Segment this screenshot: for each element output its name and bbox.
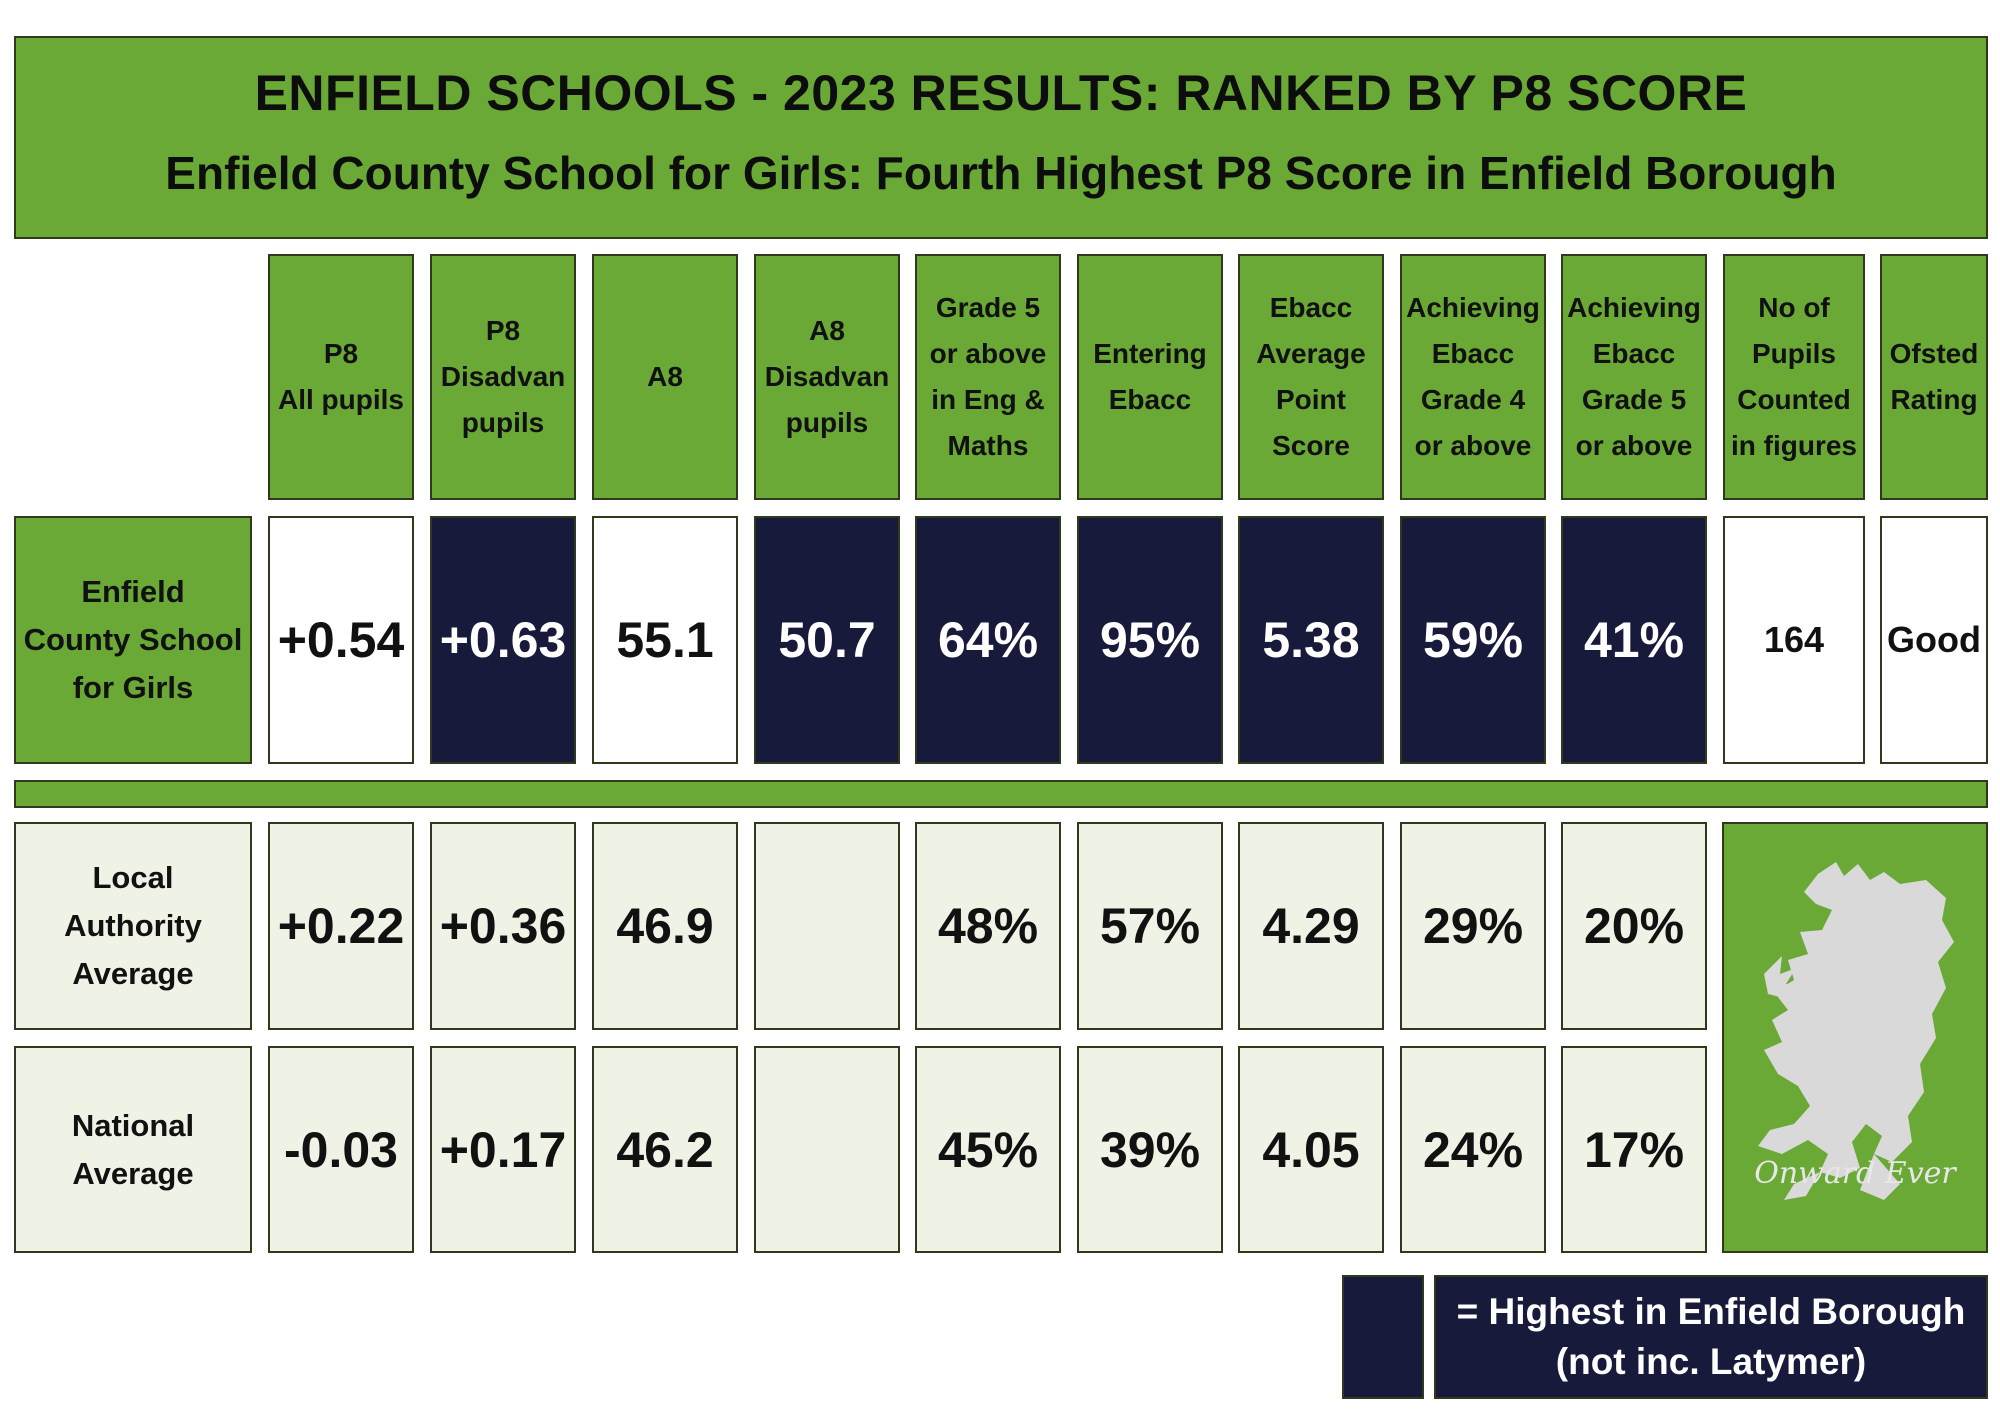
- national-average-value: 39%: [1099, 1121, 1201, 1178]
- national-average-value-cell: [754, 1046, 900, 1253]
- column-header: Achieving Ebacc Grade 4 or above: [1400, 254, 1546, 500]
- national-average-value: 24%: [1422, 1121, 1524, 1178]
- school-value-cell: 55.1: [592, 516, 738, 764]
- school-value: 5.38: [1262, 612, 1360, 668]
- column-header: Ofsted Rating: [1880, 254, 1988, 500]
- national-average-value: -0.03: [284, 1121, 398, 1178]
- row-label-text: Enfield County School for Girls: [23, 574, 243, 705]
- school-value-cell-highest: 5.38: [1238, 516, 1384, 764]
- row-label-la-average: Local Authority Average: [14, 822, 252, 1030]
- school-value-cell-highest: 50.7: [754, 516, 900, 764]
- school-value: 50.7: [778, 612, 876, 668]
- la-average-value: +0.22: [277, 898, 405, 954]
- national-average-value-cell: 46.2: [592, 1046, 738, 1253]
- school-value: 59%: [1422, 612, 1524, 668]
- school-value: 55.1: [616, 612, 714, 668]
- column-header-label: Entering Ebacc: [1093, 338, 1207, 415]
- school-value-cell-highest: 59%: [1400, 516, 1546, 764]
- griffin-crest-icon: [1758, 862, 1954, 1200]
- crest-motto: Onward Ever: [1754, 1156, 1956, 1191]
- la-average-value-cell: 4.29: [1238, 822, 1384, 1030]
- school-value-cell-highest: +0.63: [430, 516, 576, 764]
- column-header: Grade 5 or above in Eng & Maths: [915, 254, 1061, 500]
- row-label-national-average: National Average: [14, 1046, 252, 1253]
- column-header: P8 All pupils: [268, 254, 414, 500]
- column-header: P8 Disadvan pupils: [430, 254, 576, 500]
- la-average-value-cell: +0.36: [430, 822, 576, 1030]
- school-value-cell: Good: [1880, 516, 1988, 764]
- school-value: 64%: [937, 612, 1039, 668]
- school-value: 41%: [1583, 612, 1685, 668]
- national-average-value-cell: 45%: [915, 1046, 1061, 1253]
- national-average-value-cell: 24%: [1400, 1046, 1546, 1253]
- column-header: Entering Ebacc: [1077, 254, 1223, 500]
- column-header-label: P8 All pupils: [278, 338, 404, 415]
- national-average-value-cell: -0.03: [268, 1046, 414, 1253]
- national-average-value-cell: 39%: [1077, 1046, 1223, 1253]
- school-value: 164: [1763, 619, 1825, 660]
- la-average-value: 29%: [1422, 898, 1524, 954]
- national-average-value: 45%: [937, 1121, 1039, 1178]
- column-header: A8: [592, 254, 738, 500]
- legend-text: = Highest in Enfield Borough (not inc. L…: [1456, 1291, 1966, 1382]
- school-value: +0.54: [277, 612, 405, 668]
- legend-box: = Highest in Enfield Borough (not inc. L…: [1434, 1275, 1988, 1399]
- national-average-value: 17%: [1583, 1121, 1685, 1178]
- la-average-value: 4.29: [1262, 898, 1360, 954]
- national-average-value: 46.2: [616, 1121, 714, 1178]
- row-label-school: Enfield County School for Girls: [14, 516, 252, 764]
- la-average-value-cell: 20%: [1561, 822, 1707, 1030]
- column-header: A8 Disadvan pupils: [754, 254, 900, 500]
- la-average-value: 20%: [1583, 898, 1685, 954]
- column-header-label: A8: [647, 361, 683, 392]
- la-average-value-cell: 48%: [915, 822, 1061, 1030]
- school-value-cell: 164: [1723, 516, 1865, 764]
- divider-bar: [14, 780, 1988, 808]
- school-value: 95%: [1099, 612, 1201, 668]
- column-header-label: Ebacc Average Point Score: [1256, 292, 1366, 461]
- page-title: ENFIELD SCHOOLS - 2023 RESULTS: RANKED B…: [254, 65, 1748, 121]
- school-value-cell-highest: 95%: [1077, 516, 1223, 764]
- la-average-value-cell: 57%: [1077, 822, 1223, 1030]
- la-average-value-cell: +0.22: [268, 822, 414, 1030]
- row-label-text: National Average: [71, 1107, 195, 1191]
- national-average-value-cell: 4.05: [1238, 1046, 1384, 1253]
- crest-panel: Onward Ever: [1722, 822, 1988, 1253]
- column-header-label: A8 Disadvan pupils: [764, 315, 890, 438]
- la-average-value: 46.9: [616, 898, 714, 954]
- la-average-value-cell: 46.9: [592, 822, 738, 1030]
- la-average-value-cell: 29%: [1400, 822, 1546, 1030]
- column-header-label: Achieving Ebacc Grade 4 or above: [1406, 292, 1540, 461]
- national-average-value-cell: 17%: [1561, 1046, 1707, 1253]
- column-header: No of Pupils Counted in figures: [1723, 254, 1865, 500]
- legend-swatch: [1342, 1275, 1424, 1399]
- la-average-value-cell: [754, 822, 900, 1030]
- school-value: +0.63: [439, 612, 567, 668]
- school-value-cell-highest: 41%: [1561, 516, 1707, 764]
- school-value: Good: [1887, 619, 1981, 660]
- row-label-text: Local Authority Average: [64, 860, 202, 991]
- column-header: Ebacc Average Point Score: [1238, 254, 1384, 500]
- column-header-label: Achieving Ebacc Grade 5 or above: [1567, 292, 1701, 461]
- page-subtitle: Enfield County School for Girls: Fourth …: [165, 147, 1837, 199]
- la-average-value: 48%: [937, 898, 1039, 954]
- column-header-label: No of Pupils Counted in figures: [1730, 292, 1857, 461]
- national-average-value: 4.05: [1262, 1121, 1360, 1178]
- column-header-label: Ofsted Rating: [1889, 338, 1979, 415]
- title-banner: ENFIELD SCHOOLS - 2023 RESULTS: RANKED B…: [14, 36, 1988, 239]
- school-value-cell: +0.54: [268, 516, 414, 764]
- national-average-value: +0.17: [439, 1121, 567, 1178]
- column-header: Achieving Ebacc Grade 5 or above: [1561, 254, 1707, 500]
- la-average-value: +0.36: [439, 898, 567, 954]
- school-value-cell-highest: 64%: [915, 516, 1061, 764]
- column-header-label: P8 Disadvan pupils: [440, 315, 566, 438]
- la-average-value: 57%: [1099, 898, 1201, 954]
- column-header-label: Grade 5 or above in Eng & Maths: [929, 292, 1047, 461]
- national-average-value-cell: +0.17: [430, 1046, 576, 1253]
